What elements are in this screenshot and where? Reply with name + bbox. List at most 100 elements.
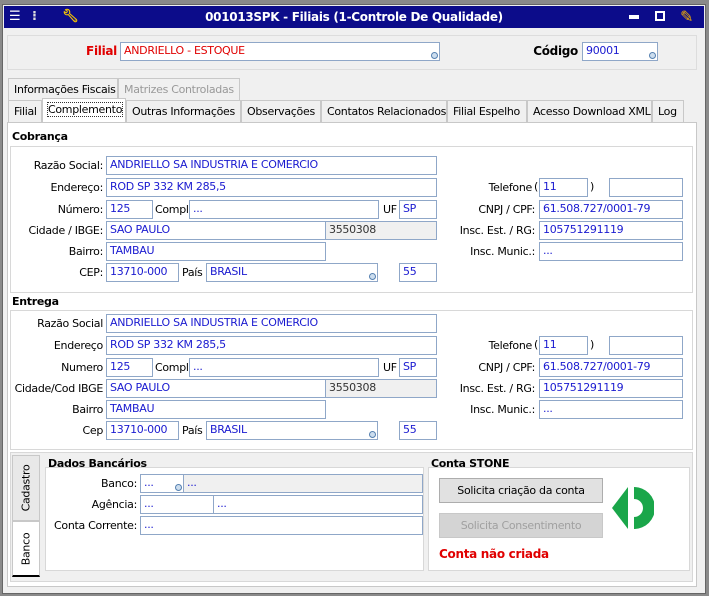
uf-label: UF: [383, 203, 397, 216]
dados-bancarios-title: Dados Bancários: [48, 457, 147, 470]
razao-label: Razão Social:: [33, 159, 104, 172]
side-tab-cadastro-label: Cadastro: [19, 464, 33, 512]
agencia-input[interactable]: ...: [140, 495, 214, 514]
side-tab-banco-label: Banco: [19, 532, 33, 565]
entrega-pais-input[interactable]: BRASIL: [206, 421, 378, 440]
entrega-ibge-field: 3550308: [325, 379, 437, 398]
agencia-dv-input[interactable]: ...: [213, 495, 423, 514]
conta-status-text: Conta não criada: [439, 547, 549, 561]
tab-complemento-label: Complemento: [46, 102, 124, 117]
cobranca-pais-input[interactable]: BRASIL: [206, 263, 378, 282]
agencia-label: Agência:: [91, 498, 138, 511]
cidade-label: Cidade/Cod IBGE: [14, 382, 104, 395]
window-title: 001013SPK - Filiais (1-Controle De Quali…: [205, 10, 503, 24]
codigo-input[interactable]: 90001: [582, 42, 658, 61]
entrega-cep-input[interactable]: 13710-000: [106, 421, 179, 440]
cobranca-pais-code[interactable]: 55: [399, 263, 437, 282]
entrega-uf-input[interactable]: SP: [399, 358, 437, 377]
tab-filial[interactable]: Filial: [8, 100, 42, 122]
tab-log[interactable]: Log: [652, 100, 684, 122]
tab-contatos-relacionados[interactable]: Contatos Relacionados: [321, 100, 447, 122]
entrega-bairro-input[interactable]: TAMBAU: [106, 400, 326, 419]
entrega-compl-input[interactable]: ...: [189, 358, 379, 377]
cobranca-im-input[interactable]: ...: [539, 242, 683, 261]
endereco-label: Endereço:: [50, 181, 103, 194]
cobranca-uf-input[interactable]: SP: [399, 200, 437, 219]
cobranca-compl-input[interactable]: ...: [189, 200, 379, 219]
compl-label: Compl.: [155, 203, 192, 216]
entrega-pais-code[interactable]: 55: [399, 421, 437, 440]
entrega-ddd-input[interactable]: 11: [539, 336, 588, 355]
numero-label: Número:: [57, 203, 104, 216]
razao-label: Razão Social: [37, 317, 103, 330]
cobranca-razao-input[interactable]: ANDRIELLO SA INDUSTRIA E COMERCIO: [106, 156, 437, 175]
banco-name-field: ...: [183, 474, 423, 493]
title-bar: ☰ ⁝ 🔧︎ 001013SPK - Filiais (1-Controle D…: [4, 6, 704, 28]
entrega-endereco-input[interactable]: ROD SP 332 KM 285,5: [106, 336, 437, 355]
filial-label: Filial: [86, 44, 117, 58]
menu-icon[interactable]: ☰: [9, 9, 21, 24]
tab-observacoes[interactable]: Observações: [241, 100, 321, 122]
tab-informacoes-fiscais[interactable]: Informações Fiscais: [8, 78, 118, 100]
numero-label: Numero: [61, 361, 103, 374]
cnpj-label: CNPJ / CPF:: [478, 203, 535, 216]
stone-logo-icon: [612, 487, 654, 529]
header-panel: [7, 35, 697, 70]
pais-label: País: [182, 424, 203, 437]
cobranca-cidade-input[interactable]: SAO PAULO: [106, 221, 326, 240]
cobranca-endereco-input[interactable]: ROD SP 332 KM 285,5: [106, 178, 437, 197]
pais-label: País: [182, 266, 203, 279]
im-label: Insc. Munic.:: [470, 245, 535, 258]
cobranca-ddd-input[interactable]: 11: [539, 178, 588, 197]
conta-corrente-input[interactable]: ...: [140, 516, 423, 535]
tab-outras-informacoes[interactable]: Outras Informações: [126, 100, 241, 122]
cobranca-telefone-input[interactable]: [609, 178, 683, 197]
entrega-cidade-input[interactable]: SAO PAULO: [106, 379, 326, 398]
ie-label: Insc. Est. / RG:: [459, 224, 536, 237]
ie-label: Insc. Est. / RG:: [459, 382, 536, 395]
entrega-numero-input[interactable]: 125: [106, 358, 153, 377]
tab-filial-espelho[interactable]: Filial Espelho: [447, 100, 527, 122]
telefone-label: Telefone: [488, 181, 533, 194]
cep-label: Cep: [82, 424, 103, 437]
side-tab-cadastro[interactable]: Cadastro: [12, 455, 40, 521]
wrench-icon[interactable]: 🔧︎: [62, 9, 79, 24]
cidade-label: Cidade / IBGE:: [28, 224, 104, 237]
traffic-light-icon[interactable]: ⁝: [32, 9, 37, 24]
minimize-icon[interactable]: [629, 15, 639, 19]
entrega-ie-input[interactable]: 105751291119: [539, 379, 683, 398]
filial-input[interactable]: ANDRIELLO - ESTOQUE: [120, 42, 440, 61]
endereco-label: Endereço: [53, 339, 103, 352]
cobranca-cep-input[interactable]: 13710-000: [106, 263, 179, 282]
cobranca-cnpj-input[interactable]: 61.508.727/0001-79: [539, 200, 683, 219]
conta-stone-title: Conta STONE: [431, 457, 510, 470]
compl-label: Compl.: [155, 361, 192, 374]
conta-corrente-label: Conta Corrente:: [54, 519, 137, 532]
cobranca-numero-input[interactable]: 125: [106, 200, 153, 219]
cobranca-bairro-input[interactable]: TAMBAU: [106, 242, 326, 261]
entrega-telefone-input[interactable]: [609, 336, 683, 355]
tab-matrizes-controladas[interactable]: Matrizes Controladas: [118, 78, 240, 100]
cobranca-ie-input[interactable]: 105751291119: [539, 221, 683, 240]
solicita-criacao-button[interactable]: Solicita criação da conta: [439, 478, 603, 503]
bairro-label: Bairro: [72, 403, 103, 416]
bairro-label: Bairro:: [68, 245, 104, 258]
banco-code-input[interactable]: ...: [140, 474, 184, 493]
side-tab-banco[interactable]: Banco: [12, 521, 40, 577]
entrega-razao-input[interactable]: ANDRIELLO SA INDUSTRIA E COMERCIO: [106, 314, 437, 333]
pencil-icon[interactable]: ✎: [680, 7, 694, 26]
entrega-cnpj-input[interactable]: 61.508.727/0001-79: [539, 358, 683, 377]
banco-label: Banco:: [101, 477, 137, 490]
entrega-im-input[interactable]: ...: [539, 400, 683, 419]
cobranca-title: Cobrança: [12, 130, 68, 143]
solicita-consentimento-button: Solicita Consentimento: [439, 513, 603, 538]
cep-label: CEP:: [79, 266, 103, 279]
entrega-title: Entrega: [12, 295, 59, 308]
telefone-label: Telefone: [488, 339, 533, 352]
maximize-icon[interactable]: [655, 11, 665, 21]
codigo-label: Código: [533, 44, 578, 58]
tab-complemento[interactable]: Complemento: [42, 98, 126, 122]
cnpj-label: CNPJ / CPF:: [478, 361, 535, 374]
uf-label: UF: [383, 361, 397, 374]
tab-acesso-download-xml[interactable]: Acesso Download XML: [527, 100, 652, 122]
